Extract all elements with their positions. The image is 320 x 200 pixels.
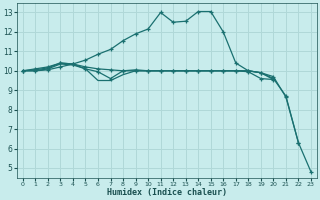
- X-axis label: Humidex (Indice chaleur): Humidex (Indice chaleur): [107, 188, 227, 197]
